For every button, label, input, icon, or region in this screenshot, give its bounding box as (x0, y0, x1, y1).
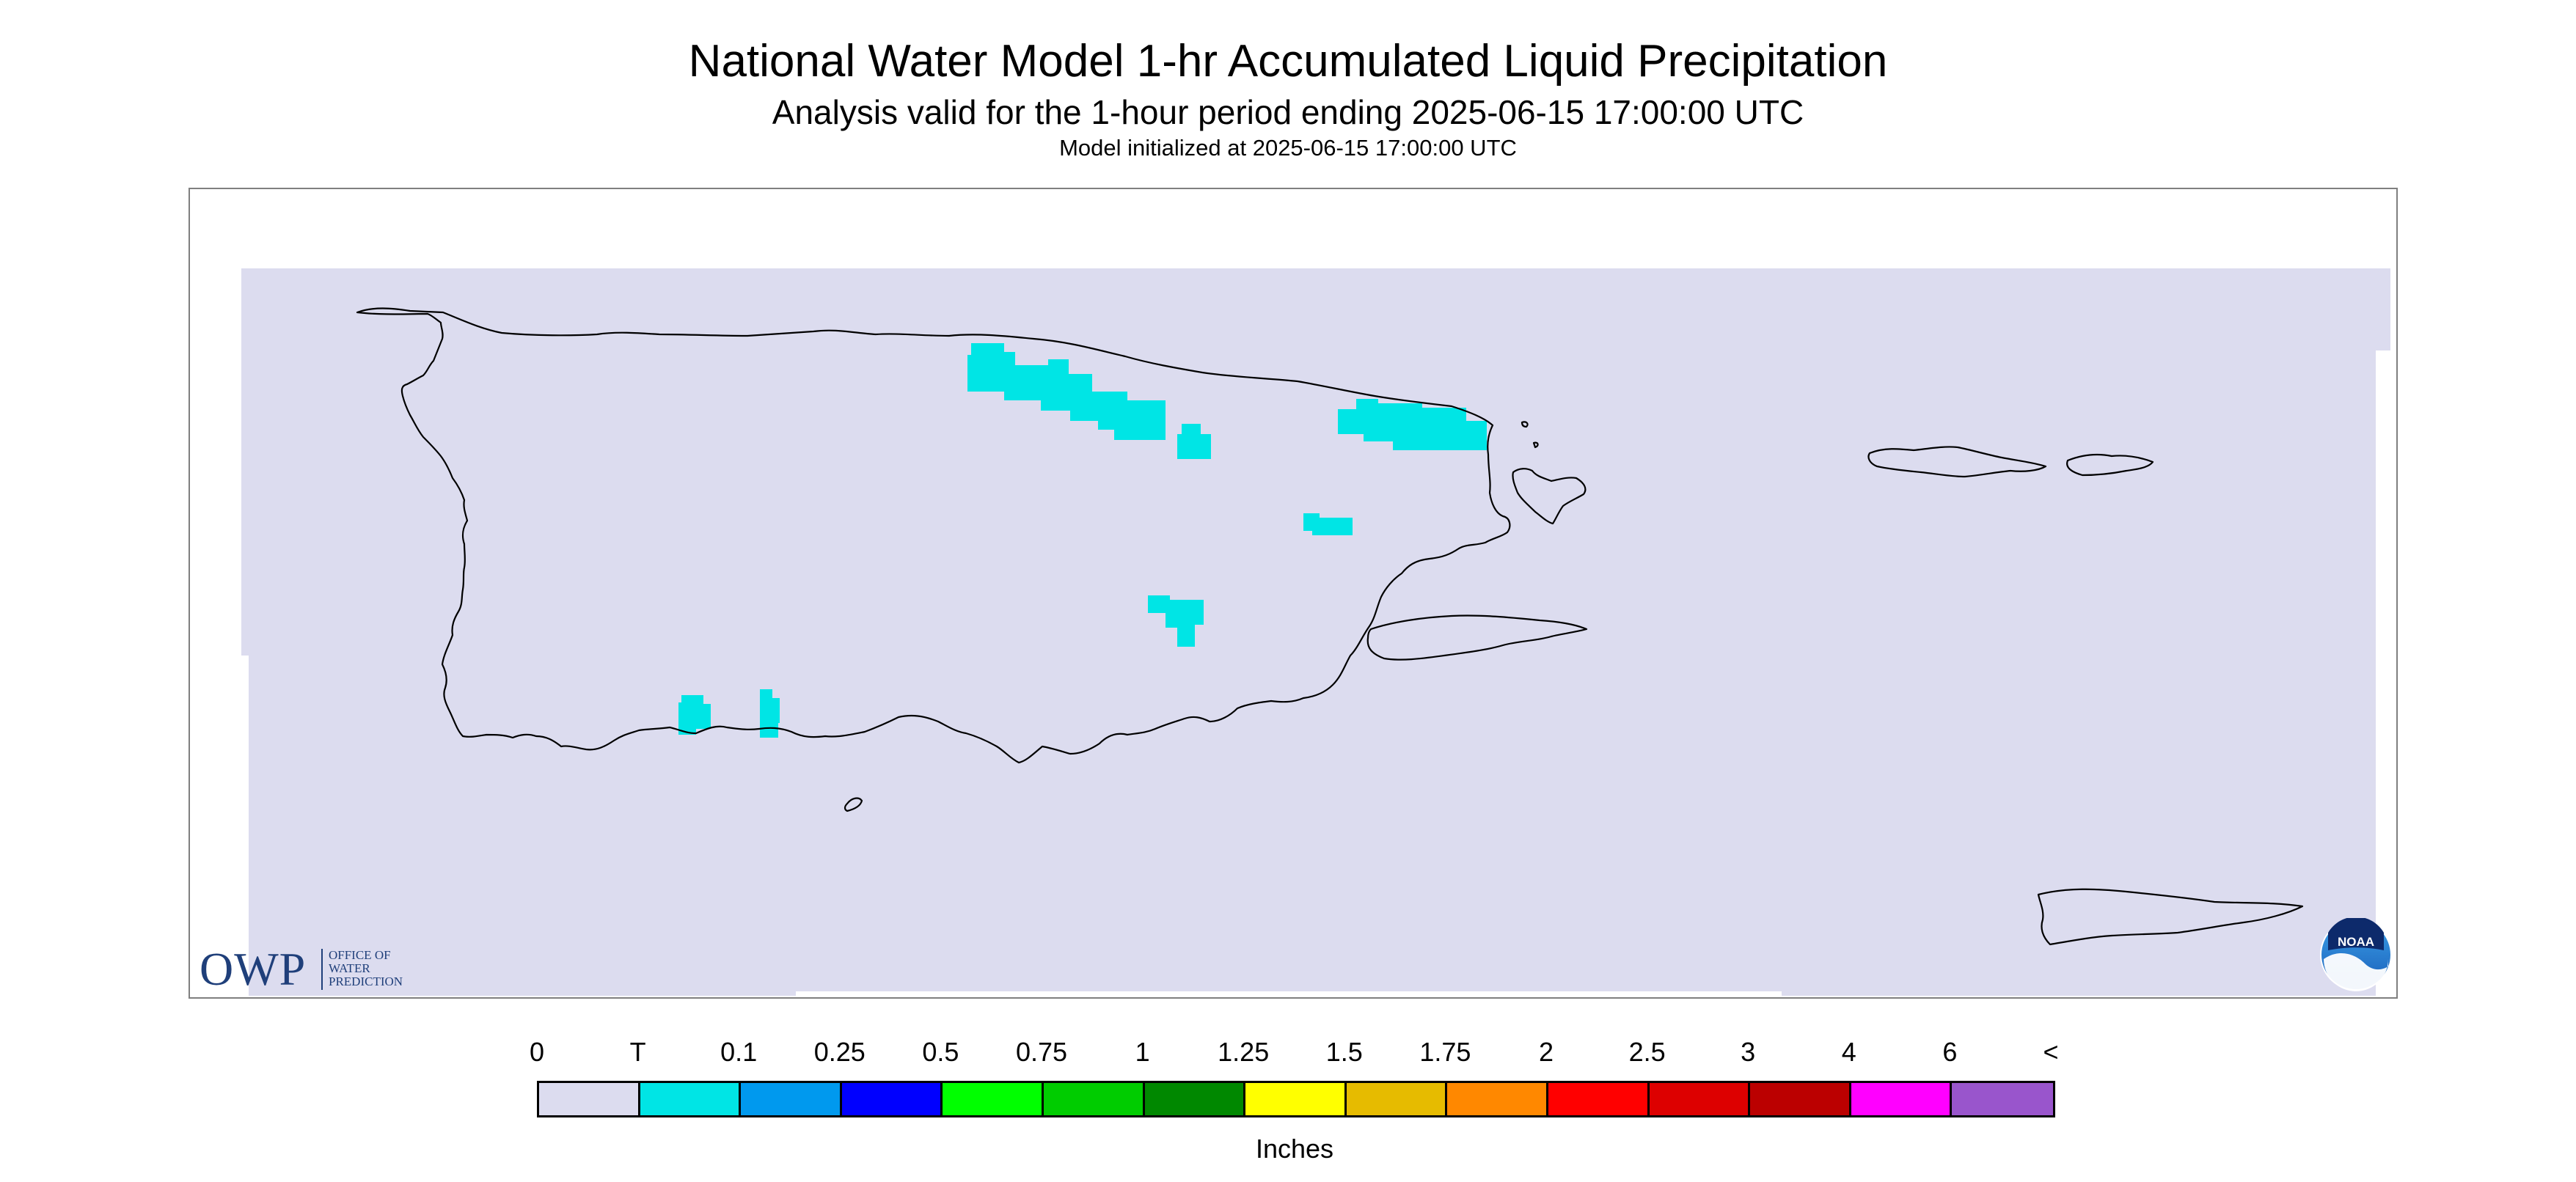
precipitation-map (241, 268, 2390, 996)
legend-swatch (1043, 1083, 1145, 1115)
trace-cell-northeast (1338, 399, 1487, 450)
legend-tick-label: 1.75 (1419, 1037, 1471, 1067)
legend-swatch (640, 1083, 742, 1115)
model-initialized-label: Model initialized at 2025-06-15 17:00:00… (1059, 135, 1517, 161)
trace-cell-north-coast (967, 343, 1166, 440)
owp-logo-line: PREDICTION (329, 974, 403, 988)
legend-swatch (841, 1083, 943, 1115)
legend-tick-label: 0.5 (922, 1037, 959, 1067)
legend-swatch (1548, 1083, 1650, 1115)
legend-swatch (1649, 1083, 1751, 1115)
owp-logo: OWP OFFICE OF WATER PREDICTION (200, 943, 442, 995)
legend-color-bar (537, 1081, 2055, 1117)
precipitation-legend: 0 T 0.1 0.25 0.5 0.75 1 1.25 1.5 1.75 2 2.5 3 4 6 < Inc… (530, 1037, 2059, 1164)
trace-precipitation-cells (678, 343, 1487, 738)
map-frame (189, 188, 2398, 999)
legend-tick-label: 2 (1538, 1037, 1554, 1067)
owp-logo-line: WATER (329, 961, 370, 975)
coastline-puerto-rico (356, 307, 1511, 764)
coastline-saint-thomas (1867, 446, 2047, 478)
legend-swatch (1144, 1083, 1246, 1115)
legend-swatch (1750, 1083, 1851, 1115)
coastline-mona-island (844, 797, 863, 812)
legend-swatch (1447, 1083, 1548, 1115)
noaa-logo-text: NOAA (2338, 935, 2374, 949)
trace-cell-south-west (678, 695, 711, 735)
map-subtitle: Analysis valid for the 1-hour period end… (772, 93, 1804, 131)
trace-cell-north-small (1177, 424, 1211, 459)
owp-logo-line: OFFICE OF (329, 948, 391, 962)
legend-tick-label: 1 (1135, 1037, 1150, 1067)
legend-swatch (943, 1083, 1044, 1115)
coastlines (356, 307, 2304, 946)
legend-tick-label: 6 (1942, 1037, 1958, 1067)
noaa-logo: NOAA (2320, 918, 2392, 991)
legend-tick-label: T (629, 1037, 646, 1067)
trace-cell-central (1148, 595, 1204, 647)
legend-swatch (741, 1083, 842, 1115)
legend-swatch (1952, 1083, 2053, 1115)
legend-tick-label: 0.75 (1015, 1037, 1068, 1067)
coastline-culebra-cay (1521, 421, 1539, 449)
legend-swatch (1346, 1083, 1448, 1115)
legend-tick-label: 0 (529, 1037, 545, 1067)
legend-tick-label: 1.5 (1325, 1037, 1363, 1067)
legend-tick-label: 1.25 (1218, 1037, 1270, 1067)
legend-tick-label: 0.25 (813, 1037, 866, 1067)
coastline-saint-john (2066, 453, 2154, 477)
owp-logo-name: OFFICE OF WATER PREDICTION (329, 949, 439, 988)
coastline-culebra (1512, 468, 1587, 525)
legend-unit-label: Inches (1255, 1134, 1334, 1164)
coastline-vieques (1366, 614, 1588, 661)
legend-tick-label: 0.1 (720, 1037, 758, 1067)
legend-tick-label: 4 (1841, 1037, 1856, 1067)
legend-tick-label: 3 (1741, 1037, 1756, 1067)
legend-swatch (1245, 1083, 1347, 1115)
legend-swatch (1851, 1083, 1953, 1115)
trace-cell-south (760, 689, 780, 738)
legend-tick-label: < (2043, 1037, 2059, 1067)
legend-swatch (539, 1083, 640, 1115)
map-title: National Water Model 1-hr Accumulated Li… (688, 36, 1888, 87)
coastline-saint-croix (2037, 888, 2304, 946)
legend-tick-label: 2.5 (1628, 1037, 1666, 1067)
owp-logo-letters: OWP (200, 943, 307, 995)
trace-cell-east-interior (1303, 513, 1353, 535)
owp-logo-divider (321, 949, 323, 990)
model-domain-area (241, 268, 2390, 996)
